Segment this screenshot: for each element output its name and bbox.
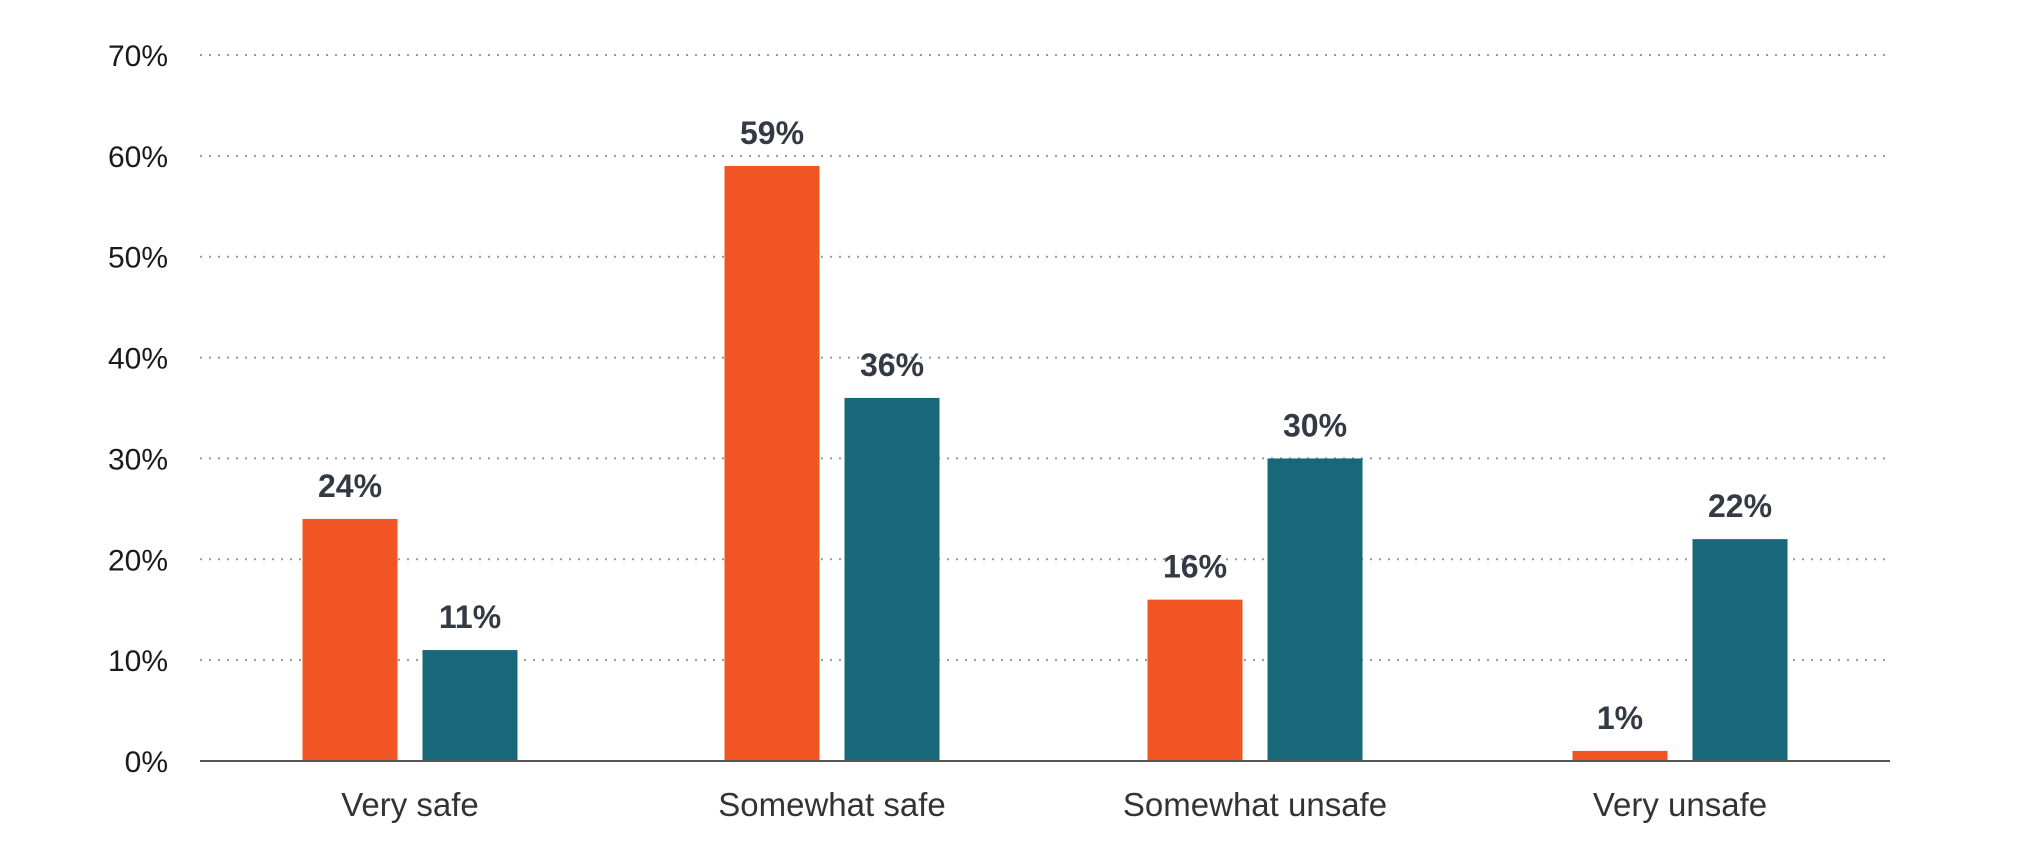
bar-series-2 [1267,458,1363,761]
bar-series-2 [844,397,940,761]
bar-series-2 [422,650,518,761]
y-tick-label: 70% [108,40,168,73]
data-label: 59% [740,115,804,151]
data-labels: 24% 59% 16% 1% 11% 36% 30% 22% [318,115,1772,736]
bar-series-1 [1147,599,1243,761]
x-category-label: Somewhat safe [718,786,945,823]
y-tick-label: 30% [108,443,168,476]
data-label: 36% [860,347,924,383]
y-tick-label: 20% [108,544,168,577]
data-label: 24% [318,468,382,504]
y-tick-label: 50% [108,242,168,275]
bar-series-1 [724,165,820,761]
y-tick-label: 0% [125,746,168,779]
bar-series-1 [1572,750,1668,761]
y-tick-label: 40% [108,343,168,376]
y-tick-label: 60% [108,141,168,174]
x-category-label: Somewhat unsafe [1123,786,1387,823]
bars [302,165,1788,761]
x-category-label: Very unsafe [1593,786,1767,823]
x-category-label: Very safe [341,786,479,823]
gridlines [200,54,1890,662]
y-tick-label: 10% [108,645,168,678]
data-label: 11% [439,599,501,635]
data-label: 22% [1708,488,1772,524]
data-label: 1% [1597,700,1643,736]
bar-series-1 [302,518,398,761]
bar-series-2 [1692,539,1788,761]
data-label: 30% [1283,407,1347,443]
x-axis-categories: Very safe Somewhat safe Somewhat unsafe Ver… [341,786,1767,823]
y-axis-ticks: 0% 10% 20% 30% 40% 50% 60% 70% [108,40,168,779]
data-label: 16% [1163,549,1227,585]
